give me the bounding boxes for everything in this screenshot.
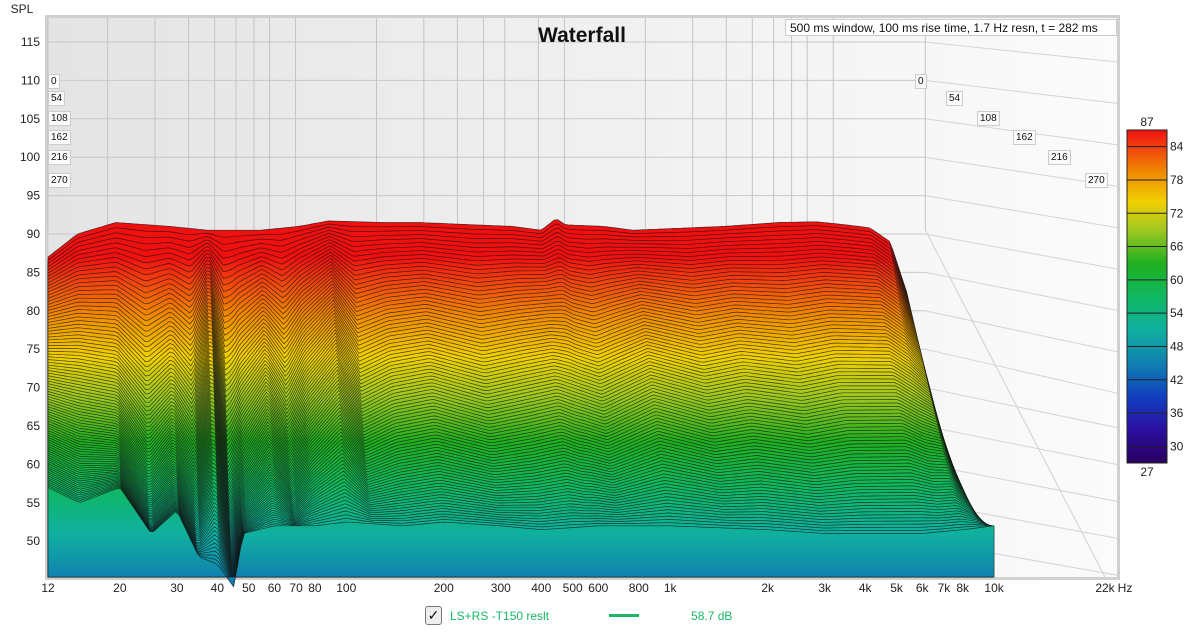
x-tick-label: 8k bbox=[956, 581, 970, 595]
x-tick-label: 800 bbox=[629, 581, 649, 595]
x-tick-label: 600 bbox=[588, 581, 608, 595]
y-tick-label: 100 bbox=[20, 150, 40, 164]
x-tick-label: 100 bbox=[336, 581, 356, 595]
grid-line-side bbox=[924, 79, 1118, 104]
colorbar-tick-label: 84 bbox=[1170, 140, 1184, 154]
legend-value: 58.7 dB bbox=[691, 608, 733, 623]
grid-line-floor bbox=[924, 229, 1106, 578]
x-tick-label: 5k bbox=[890, 581, 904, 595]
x-tick-label: 400 bbox=[531, 581, 551, 595]
right-time-label: 270 bbox=[1085, 173, 1108, 188]
y-tick-label: 50 bbox=[27, 534, 41, 548]
legend-name[interactable]: LS+RS -T150 reslt bbox=[450, 608, 550, 623]
colorbar-tick-label: 60 bbox=[1170, 273, 1184, 287]
y-tick-label: 65 bbox=[27, 419, 41, 433]
grid-line-side bbox=[924, 233, 1118, 270]
legend-checkbox[interactable]: ✓ bbox=[425, 606, 442, 625]
x-tick-label: 20 bbox=[113, 581, 127, 595]
x-tick-label: 6k bbox=[916, 581, 930, 595]
legend-swatch bbox=[609, 614, 640, 617]
left-time-label: 108 bbox=[48, 111, 71, 126]
x-tick-label: 7k bbox=[938, 581, 952, 595]
x-tick-label: 80 bbox=[308, 581, 322, 595]
left-time-label: 216 bbox=[48, 150, 71, 165]
x-tick-label: 40 bbox=[211, 581, 225, 595]
y-tick-label: 80 bbox=[27, 304, 41, 318]
colorbar bbox=[1126, 129, 1168, 464]
x-unit-label: Hz bbox=[1118, 581, 1133, 595]
colorbar-tick-label: 42 bbox=[1170, 373, 1184, 387]
x-tick-label: 1k bbox=[664, 581, 678, 595]
colorbar-tick-label: 48 bbox=[1170, 339, 1184, 353]
colorbar-tick-label: 36 bbox=[1170, 406, 1184, 420]
colorbar-max-label: 87 bbox=[1140, 115, 1154, 129]
colorbar-tick-label: 72 bbox=[1170, 206, 1184, 220]
x-tick-label: 60 bbox=[268, 581, 282, 595]
waterfall-slice bbox=[47, 486, 995, 588]
y-tick-label: 55 bbox=[27, 496, 41, 510]
right-time-label: 54 bbox=[946, 91, 964, 106]
colorbar-tick-label: 30 bbox=[1170, 439, 1184, 453]
right-time-label: 216 bbox=[1048, 150, 1071, 165]
y-tick-label: 115 bbox=[21, 35, 40, 49]
left-time-label: 54 bbox=[48, 91, 66, 106]
y-tick-label: 105 bbox=[20, 112, 40, 126]
colorbar-tick-label: 78 bbox=[1170, 173, 1184, 187]
y-tick-label: 70 bbox=[27, 381, 41, 395]
x-tick-label: 300 bbox=[491, 581, 511, 595]
x-tick-label: 500 bbox=[563, 581, 583, 595]
y-axis-label: SPL bbox=[11, 2, 34, 16]
right-time-label: 108 bbox=[977, 111, 1000, 126]
x-tick-label: 22k bbox=[1095, 581, 1115, 595]
left-time-label: 162 bbox=[48, 130, 71, 145]
x-tick-label: 10k bbox=[984, 581, 1004, 595]
x-tick-label: 50 bbox=[242, 581, 256, 595]
x-tick-label: 70 bbox=[289, 581, 303, 595]
legend: ✓ LS+RS -T150 reslt 58.7 dB bbox=[425, 606, 732, 625]
chart-title: Waterfall bbox=[538, 24, 626, 47]
colorbar-min-label: 27 bbox=[1140, 465, 1154, 479]
y-tick-label: 95 bbox=[27, 189, 41, 203]
grid-line-side bbox=[924, 195, 1118, 229]
y-tick-label: 110 bbox=[21, 73, 40, 87]
x-tick-label: 2k bbox=[761, 581, 775, 595]
left-time-label: 270 bbox=[48, 173, 71, 188]
grid-line-side bbox=[924, 463, 1118, 502]
colorbar-tick-label: 66 bbox=[1170, 240, 1184, 254]
y-tick-label: 90 bbox=[27, 227, 41, 241]
grid-line-side bbox=[924, 348, 1118, 394]
grid-line-side bbox=[924, 41, 1118, 63]
grid-line-side bbox=[924, 271, 1118, 311]
x-tick-label: 200 bbox=[434, 581, 454, 595]
grid-line-side bbox=[924, 310, 1118, 353]
y-tick-label: 60 bbox=[27, 457, 41, 471]
info-text: 500 ms window, 100 ms rise time, 1.7 Hz … bbox=[785, 19, 1117, 36]
colorbar-tick-label: 54 bbox=[1170, 306, 1184, 320]
x-tick-label: 12 bbox=[41, 581, 55, 595]
right-time-label: 162 bbox=[1013, 130, 1036, 145]
x-tick-label: 3k bbox=[818, 581, 832, 595]
grid-line-side bbox=[924, 387, 1118, 429]
x-tick-label: 4k bbox=[859, 581, 873, 595]
right-time-label: 0 bbox=[915, 74, 927, 89]
x-tick-label: 30 bbox=[170, 581, 184, 595]
left-time-label: 0 bbox=[48, 74, 60, 89]
y-tick-label: 75 bbox=[27, 342, 41, 356]
y-tick-label: 85 bbox=[27, 265, 41, 279]
grid-line-side bbox=[924, 425, 1118, 465]
